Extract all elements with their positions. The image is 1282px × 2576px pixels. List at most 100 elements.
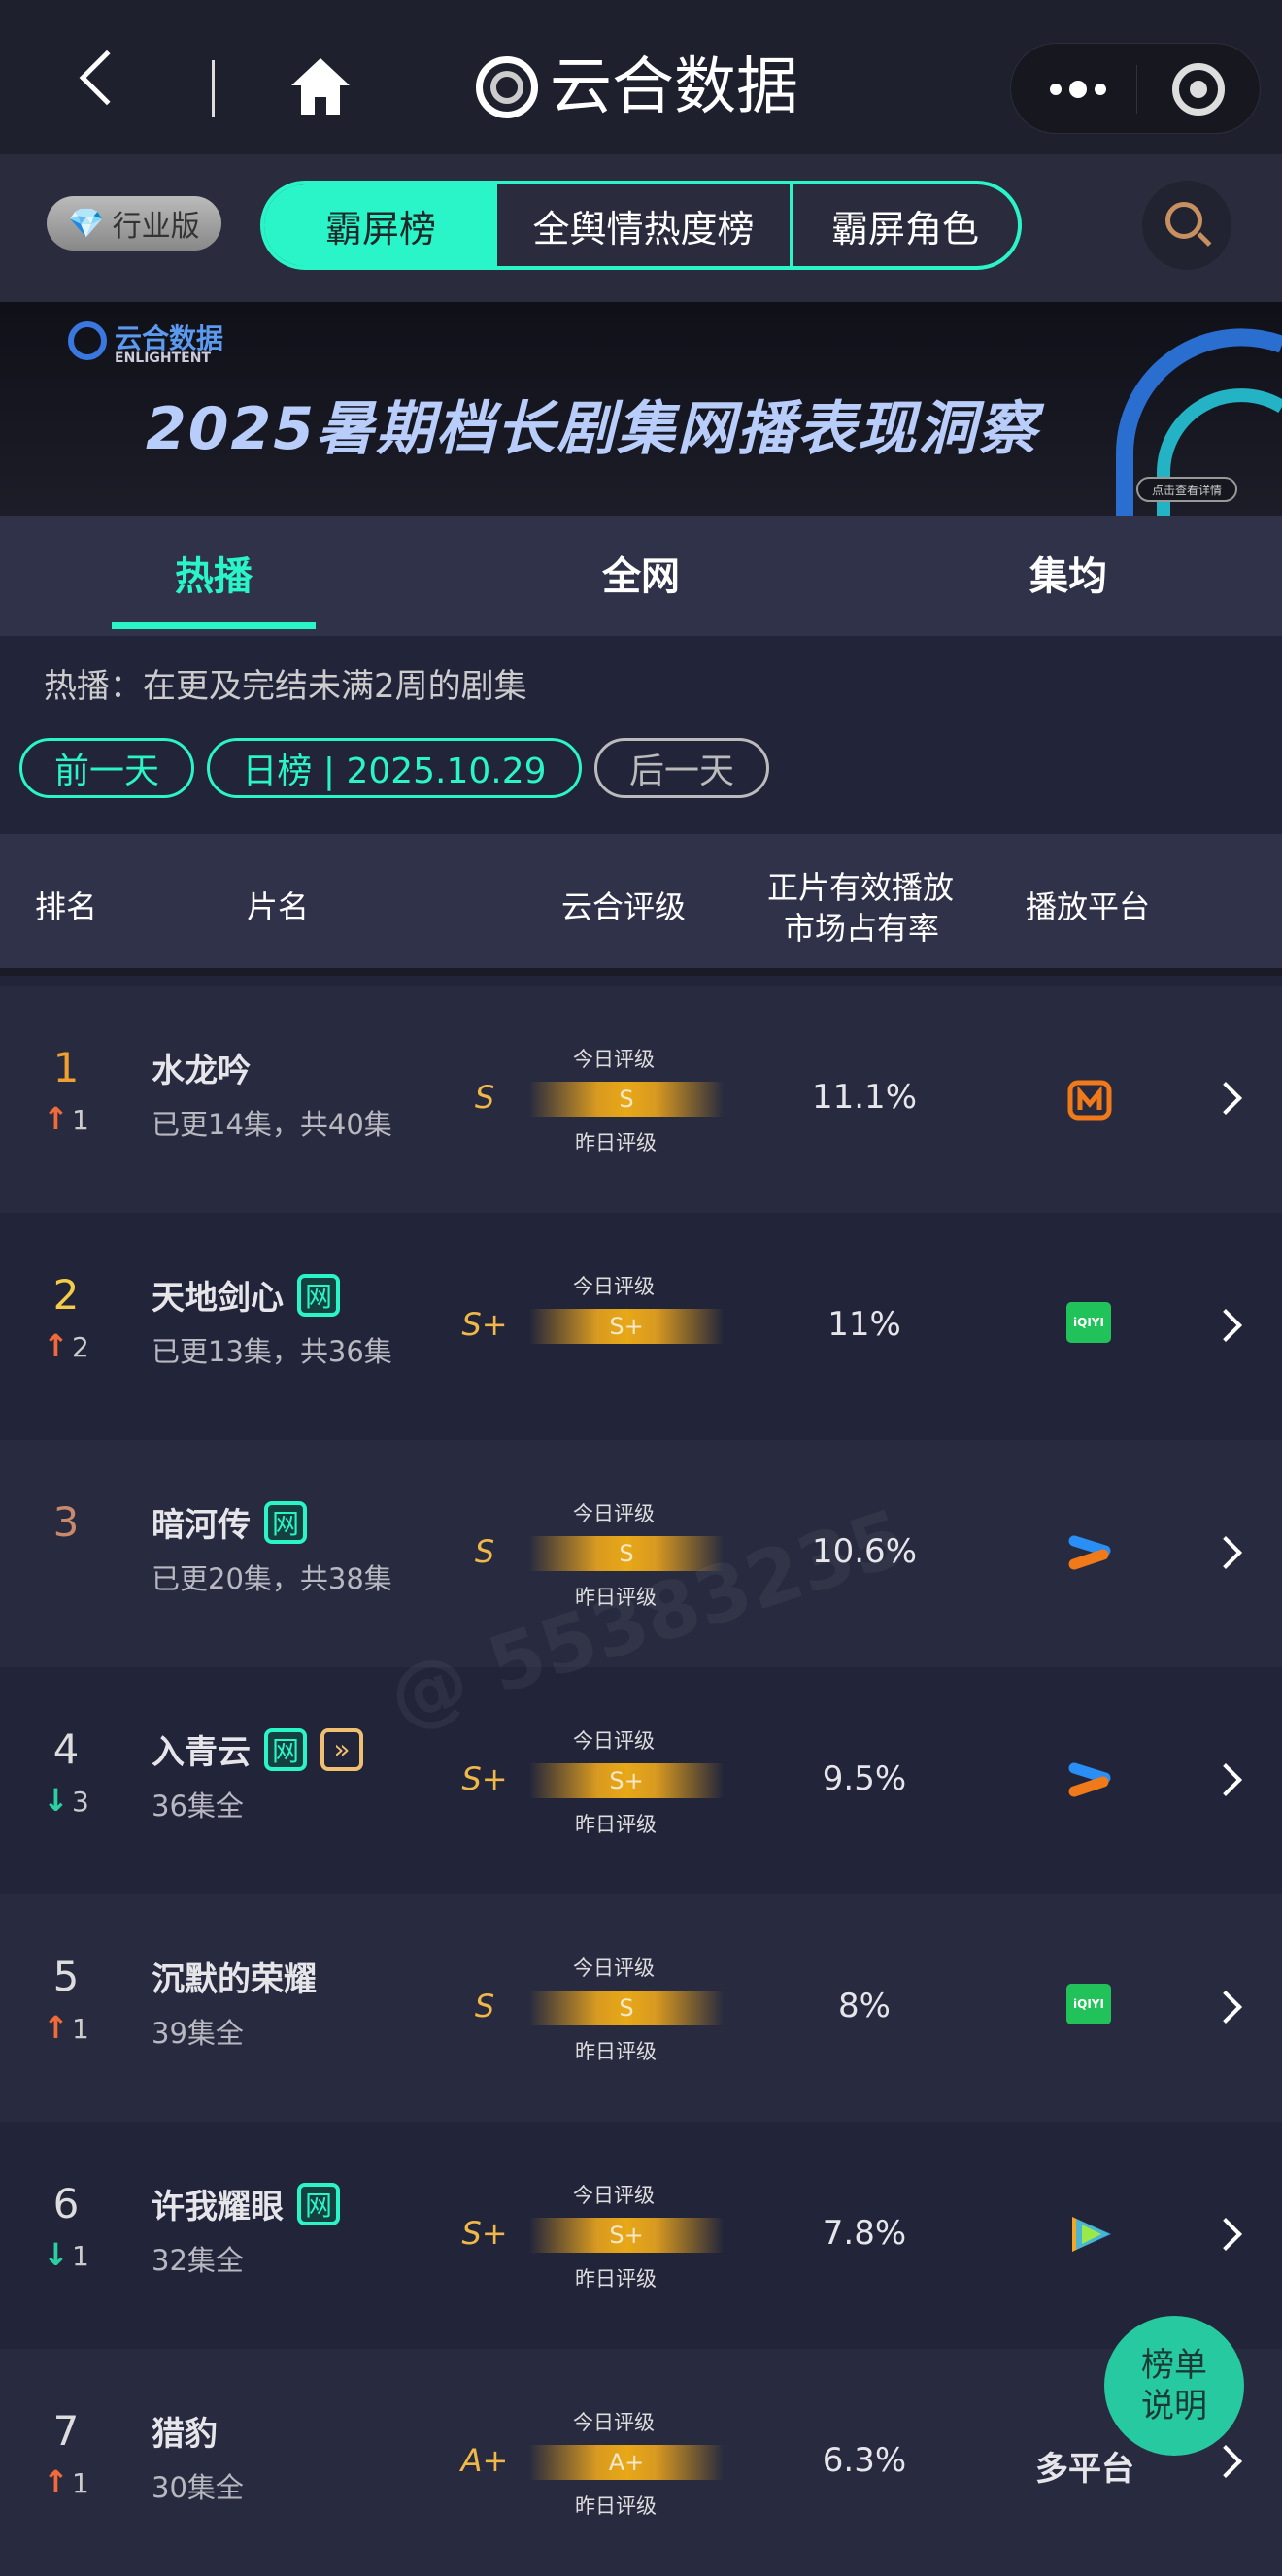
episode-info: 已更13集，共36集 (152, 1335, 392, 1368)
sub-tabs: 热播 全网 集均 (0, 516, 1282, 636)
market-share: 6.3% (822, 2441, 907, 2480)
iqiyi-icon: iQIYI (1066, 1302, 1113, 1349)
table-row[interactable]: 3 暗河传网已更20集，共38集 S 今日评级 S 昨日评级 10.6% (0, 1440, 1282, 1667)
back-icon[interactable] (79, 50, 135, 106)
title-line: 许我耀眼网 (152, 2180, 340, 2227)
rating-grade: A+ (460, 2442, 509, 2479)
table-header: 排名 片名 云合评级 正片有效播放 市场占有率 播放平台 (0, 834, 1282, 976)
rank-change: 1 (72, 2240, 89, 2272)
col-share-line1: 正片有效播放 (767, 869, 955, 906)
rating-grade: S+ (461, 1760, 508, 1797)
banner-cta[interactable]: 点击查看详情 (1136, 477, 1237, 502)
rating-bar: S+ (529, 1763, 724, 1798)
title-line: 入青云网 » (152, 1725, 363, 1773)
chevron-right-icon[interactable] (1209, 2218, 1242, 2251)
drama-title[interactable]: 沉默的荣耀 (152, 1960, 317, 1999)
vip-skip-badge: » (320, 1727, 363, 1771)
platform-text: 多平台 (1035, 2450, 1134, 2489)
rating-grade: S (474, 1079, 495, 1116)
arrow-down-icon: ↓ (43, 2236, 69, 2273)
rank-number: 4 (52, 1725, 80, 1773)
subtab-avg[interactable]: 集均 (1029, 554, 1107, 599)
banner-logo-cn: 云合数据 (115, 322, 224, 354)
home-icon[interactable] (289, 56, 352, 117)
chevron-right-icon[interactable] (1209, 1991, 1242, 2024)
table-row[interactable]: 7 ↑ 1 猎豹 30集全 A+ 今日评级 A+ 昨日评级 6.3% 多平台 (0, 2349, 1282, 2576)
col-name: 片名 (247, 888, 310, 925)
drama-title[interactable]: 入青云 (152, 1733, 251, 1772)
market-share: 8% (838, 1987, 891, 2025)
web-drama-badge: 网 (264, 1727, 307, 1771)
episode-info: 30集全 (152, 2471, 244, 2504)
chevron-right-icon[interactable] (1209, 1309, 1242, 1342)
search-button[interactable] (1142, 181, 1231, 270)
today-rating-label: 今日评级 (573, 1957, 655, 1980)
search-icon (1165, 202, 1202, 239)
market-share: 10.6% (811, 1532, 917, 1571)
arrow-up-icon: ↑ (43, 1100, 69, 1137)
subtab-active-indicator (112, 622, 316, 629)
col-share-line2: 市场占有率 (784, 910, 940, 947)
chevron-right-icon[interactable] (1209, 1536, 1242, 1569)
prev-day-button[interactable]: 前一天 (19, 738, 194, 798)
info-section: 热播：在更及完结未满2周的剧集 前一天 日榜 | 2025.10.29 后一天 (0, 636, 1282, 834)
date-selector[interactable]: 日榜 | 2025.10.29 (207, 738, 582, 798)
market-share: 11.1% (811, 1078, 917, 1117)
rating-grade: S (474, 1988, 495, 2024)
rank-change: 1 (72, 2013, 89, 2045)
yesterday-rating-label: 昨日评级 (575, 1586, 657, 1609)
rating-bar: S+ (529, 2218, 724, 2253)
table-row[interactable]: 5 ↑ 1 沉默的荣耀 39集全 S 今日评级 S 昨日评级 8% iQIYI (0, 1894, 1282, 2122)
rating-grade: S (474, 1533, 495, 1570)
chevron-right-icon[interactable] (1209, 1082, 1242, 1115)
tab-public-opinion[interactable]: 全舆情热度榜 (497, 184, 793, 266)
episode-info: 39集全 (152, 2017, 244, 2050)
today-rating-label: 今日评级 (573, 2411, 655, 2434)
col-rating: 云合评级 (561, 888, 687, 925)
more-dots-icon[interactable] (1050, 79, 1108, 100)
drama-title[interactable]: 暗河传 (152, 1506, 251, 1545)
yesterday-rating-label: 昨日评级 (575, 2494, 657, 2518)
chart-explanation-button[interactable]: 榜单 说明 (1104, 2316, 1244, 2456)
chevron-right-icon[interactable] (1209, 2445, 1242, 2478)
next-day-button[interactable]: 后一天 (594, 738, 769, 798)
tab-bapingbang[interactable]: 霸屏榜 (264, 184, 497, 266)
yesterday-rating-label: 昨日评级 (575, 1813, 657, 1836)
rank-number: 2 (52, 1271, 80, 1319)
episode-info: 已更14集，共40集 (152, 1108, 392, 1141)
rank-change: 3 (72, 1786, 89, 1818)
iqiyi-icon: iQIYI (1066, 1984, 1113, 2030)
capsule-menu (1010, 43, 1261, 134)
brand-logo-icon (476, 56, 538, 118)
rank-change: 2 (72, 1331, 89, 1363)
banner-arc (1116, 328, 1282, 516)
drama-title[interactable]: 许我耀眼 (152, 2188, 284, 2226)
subtab-all[interactable]: 全网 (602, 554, 680, 599)
tab-bar: 💎 行业版 霸屏榜 全舆情热度榜 霸屏角色 (0, 154, 1282, 302)
drama-title[interactable]: 天地剑心 (152, 1279, 284, 1318)
rank-number: 7 (52, 2407, 80, 2455)
web-drama-badge: 网 (297, 1273, 340, 1317)
rank-number: 3 (52, 1498, 80, 1546)
arrow-up-icon: ↑ (43, 1327, 69, 1364)
tab-group: 霸屏榜 全舆情热度榜 霸屏角色 (260, 181, 1022, 270)
banner-logo-en: ENLIGHTENT (115, 351, 211, 366)
drama-title[interactable]: 猎豹 (152, 2415, 218, 2454)
title-line: 水龙吟 (152, 1044, 251, 1091)
table-row[interactable]: 1 ↑ 1 水龙吟 已更14集，共40集 S 今日评级 S 昨日评级 11.1% (0, 986, 1282, 1213)
table-row[interactable]: 4 ↓ 3 入青云网 » 36集全 S+ 今日评级 S+ 昨日评级 9.5% (0, 1667, 1282, 1894)
table-row[interactable]: 2 ↑ 2 天地剑心网已更13集，共36集 S+ 今日评级 S+ 11% iQIYI (0, 1213, 1282, 1440)
table-row[interactable]: 6 ↓ 1 许我耀眼网 32集全 S+ 今日评级 S+ 昨日评级 7.8% (0, 2122, 1282, 2349)
subtab-hot[interactable]: 热播 (175, 554, 253, 599)
chevron-right-icon[interactable] (1209, 1763, 1242, 1796)
yesterday-rating-label: 昨日评级 (575, 2040, 657, 2063)
rating-bar: S (529, 1536, 724, 1571)
drama-title[interactable]: 水龙吟 (152, 1052, 251, 1090)
edition-badge[interactable]: 💎 行业版 (47, 196, 221, 251)
record-icon[interactable] (1172, 63, 1225, 116)
tab-roles[interactable]: 霸屏角色 (830, 207, 979, 251)
tencent-icon (1066, 2211, 1113, 2258)
promo-banner[interactable]: 云合数据 ENLIGHTENT 2025暑期档长剧集网播表现洞察 点击查看详情 (0, 302, 1282, 516)
brand-title: 云合数据 (550, 51, 798, 123)
diamond-icon: 💎 (68, 206, 105, 241)
